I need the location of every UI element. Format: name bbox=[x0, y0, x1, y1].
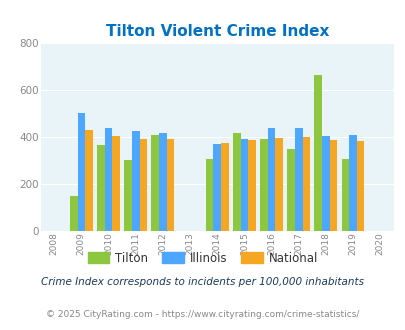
Bar bbox=[70, 196, 77, 231]
Bar bbox=[275, 138, 282, 231]
Bar bbox=[294, 128, 302, 231]
Bar bbox=[260, 139, 267, 231]
Text: © 2025 CityRating.com - https://www.cityrating.com/crime-statistics/: © 2025 CityRating.com - https://www.city… bbox=[46, 310, 359, 319]
Bar bbox=[132, 131, 139, 231]
Bar bbox=[205, 159, 213, 231]
Bar bbox=[314, 75, 321, 231]
Bar bbox=[159, 133, 166, 231]
Bar bbox=[267, 128, 275, 231]
Bar bbox=[213, 144, 220, 231]
Bar bbox=[356, 141, 364, 231]
Bar bbox=[329, 141, 337, 231]
Bar bbox=[232, 133, 240, 231]
Bar bbox=[341, 159, 348, 231]
Bar bbox=[77, 114, 85, 231]
Text: Crime Index corresponds to incidents per 100,000 inhabitants: Crime Index corresponds to incidents per… bbox=[41, 278, 364, 287]
Bar bbox=[85, 130, 92, 231]
Bar bbox=[104, 128, 112, 231]
Title: Tilton Violent Crime Index: Tilton Violent Crime Index bbox=[105, 24, 328, 39]
Bar bbox=[166, 139, 174, 231]
Bar bbox=[139, 139, 147, 231]
Bar bbox=[302, 137, 309, 231]
Bar bbox=[287, 149, 294, 231]
Bar bbox=[321, 136, 329, 231]
Bar bbox=[240, 139, 247, 231]
Bar bbox=[348, 135, 356, 231]
Bar bbox=[151, 135, 159, 231]
Bar bbox=[97, 145, 104, 231]
Legend: Tilton, Illinois, National: Tilton, Illinois, National bbox=[83, 247, 322, 269]
Bar bbox=[247, 141, 255, 231]
Bar bbox=[220, 143, 228, 231]
Bar bbox=[112, 137, 119, 231]
Bar bbox=[124, 160, 132, 231]
